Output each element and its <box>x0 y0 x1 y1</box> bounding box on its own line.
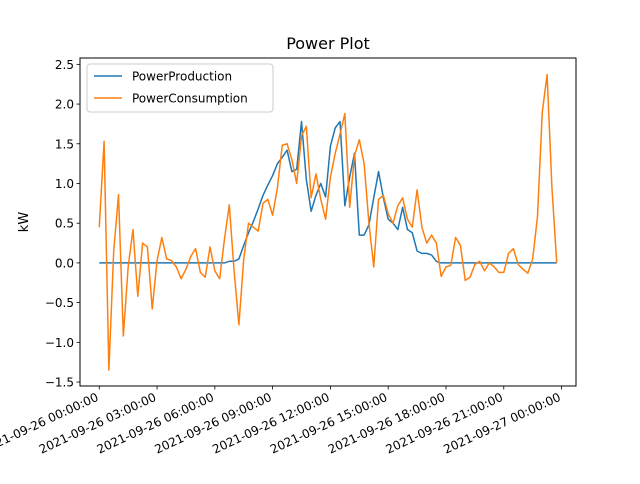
y-axis-label: kW <box>17 212 32 233</box>
legend-box <box>86 63 274 113</box>
y-tick-label: 0.5 <box>55 217 74 231</box>
legend-label-powerproduction: PowerProduction <box>132 70 232 84</box>
y-tick-label: 2.0 <box>55 98 74 112</box>
chart-marks <box>98 73 558 371</box>
legend-label-powerconsumption: PowerConsumption <box>132 92 248 106</box>
y-tick-label: −1.5 <box>45 376 74 390</box>
axes-frame <box>79 57 577 387</box>
chart-title: Power Plot <box>286 34 370 53</box>
y-tick-label: 1.5 <box>55 137 74 151</box>
y-tick-label: 1.0 <box>55 177 74 191</box>
legend: PowerProduction PowerConsumption <box>86 63 274 113</box>
y-tick-label: 0.0 <box>55 256 74 270</box>
y-axis-ticks: −1.5 −1.0 −0.5 0.0 0.5 1.0 1.5 2.0 2.5 <box>45 58 80 390</box>
y-tick-label: 2.5 <box>55 58 74 72</box>
y-tick-label: −1.0 <box>45 336 74 350</box>
series-line-powerconsumption <box>98 73 558 371</box>
y-tick-label: −0.5 <box>45 296 74 310</box>
